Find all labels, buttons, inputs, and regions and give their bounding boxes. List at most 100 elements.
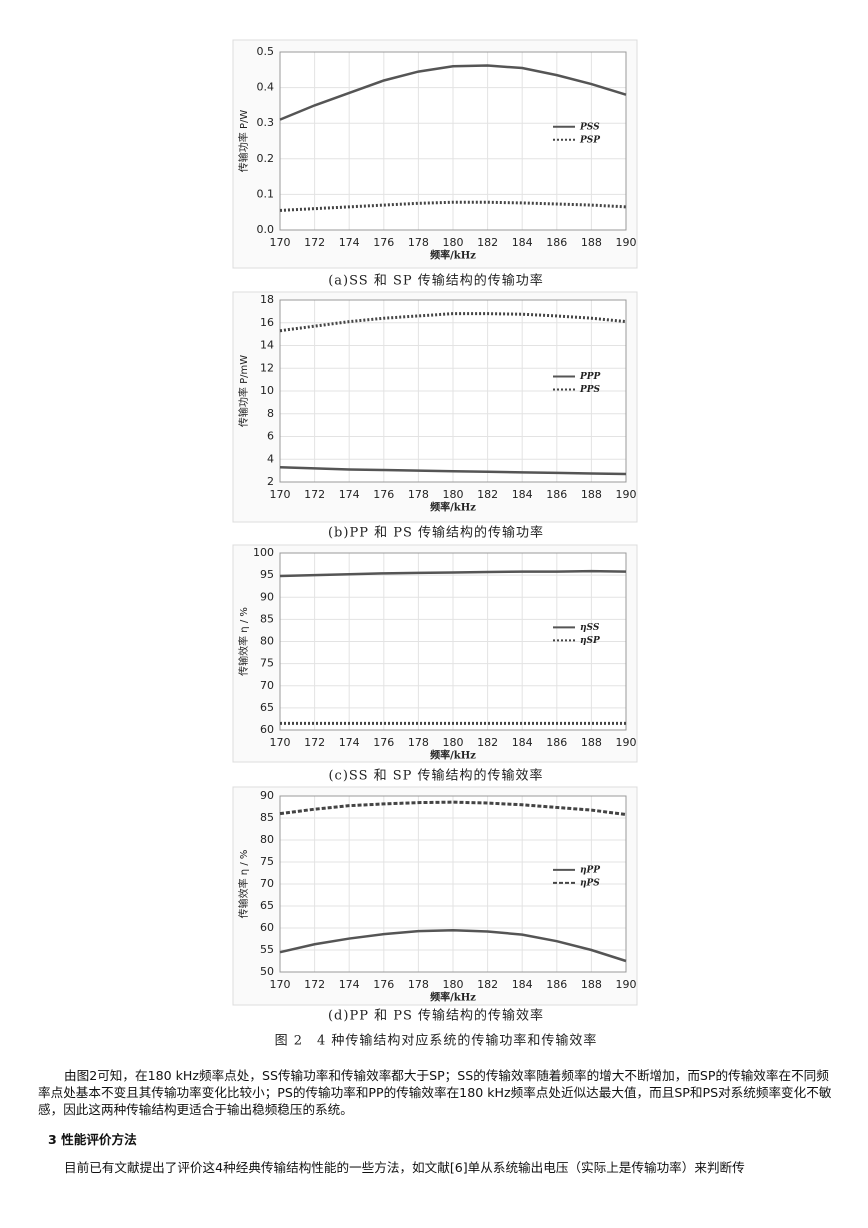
x-tick-label: 182: [477, 736, 498, 749]
caption: (b)PP 和 PS 传输结构的传输功率: [328, 525, 544, 541]
paragraph: 目前已有文献提出了评价这4种经典传输结构性能的一些方法，如文献[6]单从系统输出…: [64, 1160, 745, 1175]
x-tick-label: 182: [477, 236, 498, 249]
x-tick-label: 178: [408, 736, 429, 749]
paragraph: 由图2可知，在180 kHz频率点处，SS传输功率和传输效率都大于SP；SS的传…: [38, 1068, 832, 1117]
y-tick-label: 80: [260, 635, 274, 648]
plot-border: [279, 552, 627, 731]
y-tick-label: 6: [267, 430, 274, 443]
x-tick-label: 178: [408, 236, 429, 249]
x-tick-label: 184: [512, 236, 533, 249]
series-line: [279, 800, 627, 816]
y-tick-label: 4: [267, 452, 274, 465]
x-tick-label: 190: [616, 736, 637, 749]
series-line: [279, 465, 627, 476]
y-axis-label: 传输功率 P/W: [237, 110, 250, 173]
x-tick-label: 170: [270, 488, 291, 501]
x-tick-label: 180: [443, 236, 464, 249]
x-tick-label: 188: [581, 978, 602, 991]
series-line: [279, 312, 627, 333]
x-tick-label: 174: [339, 488, 360, 501]
x-tick-label: 176: [373, 488, 394, 501]
y-tick-label: 75: [260, 657, 274, 670]
caption: (d)PP 和 PS 传输结构的传输效率: [328, 1008, 544, 1024]
section-heading: 3 性能评价方法: [48, 1132, 137, 1147]
x-axis-label: 频率/kHz: [430, 249, 476, 262]
x-tick-label: 170: [270, 978, 291, 991]
x-tick-label: 180: [443, 488, 464, 501]
series-line: [279, 64, 627, 121]
x-tick-label: 180: [443, 978, 464, 991]
y-tick-label: 95: [260, 568, 274, 581]
x-tick-label: 176: [373, 236, 394, 249]
y-tick-label: 90: [260, 789, 274, 802]
x-tick-label: 186: [546, 488, 567, 501]
y-tick-label: 80: [260, 833, 274, 846]
y-tick-label: 10: [260, 384, 274, 397]
x-tick-label: 188: [581, 488, 602, 501]
x-tick-label: 184: [512, 978, 533, 991]
x-tick-label: 190: [616, 488, 637, 501]
y-tick-label: 65: [260, 701, 274, 714]
y-tick-label: 0.2: [257, 152, 275, 165]
x-tick-label: 190: [616, 978, 637, 991]
y-tick-label: 85: [260, 811, 274, 824]
y-tick-label: 8: [267, 407, 274, 420]
legend-label: PSS: [579, 122, 600, 132]
x-tick-label: 170: [270, 236, 291, 249]
y-tick-label: 0.3: [257, 116, 275, 129]
series-line: [279, 200, 627, 212]
y-axis-label: 传输效率 η / %: [237, 850, 250, 919]
y-tick-label: 70: [260, 679, 274, 692]
x-tick-label: 174: [339, 736, 360, 749]
x-tick-label: 186: [546, 978, 567, 991]
x-tick-label: 188: [581, 736, 602, 749]
x-axis-label: 频率/kHz: [430, 501, 476, 514]
x-tick-label: 170: [270, 736, 291, 749]
caption: (a)SS 和 SP 传输结构的传输功率: [328, 273, 544, 289]
x-tick-label: 176: [373, 736, 394, 749]
y-tick-label: 14: [260, 339, 274, 352]
y-tick-label: 0.0: [257, 223, 275, 236]
x-tick-label: 186: [546, 736, 567, 749]
series-line: [279, 928, 627, 963]
legend-label: PSP: [579, 135, 600, 145]
y-tick-label: 0.5: [257, 45, 275, 58]
x-tick-label: 178: [408, 488, 429, 501]
y-tick-label: 75: [260, 855, 274, 868]
y-tick-label: 70: [260, 877, 274, 890]
x-tick-label: 186: [546, 236, 567, 249]
y-tick-label: 60: [260, 921, 274, 934]
x-tick-label: 172: [304, 736, 325, 749]
legend-label: ηSP: [580, 636, 600, 646]
figure: 图 2 4 种传输结构对应系统的传输功率和传输效率 0.0 0.1 0.2 0.3 0.…: [232, 39, 638, 1049]
x-axis-label: 频率/kHz: [430, 991, 476, 1004]
x-tick-label: 176: [373, 978, 394, 991]
y-tick-label: 12: [260, 361, 274, 374]
x-tick-label: 190: [616, 236, 637, 249]
series-line: [279, 569, 627, 578]
plot-border: [279, 299, 627, 483]
x-tick-label: 184: [512, 488, 533, 501]
x-tick-label: 174: [339, 236, 360, 249]
x-tick-label: 180: [443, 736, 464, 749]
x-tick-label: 174: [339, 978, 360, 991]
legend-label: ηPP: [580, 865, 600, 875]
y-tick-label: 60: [260, 723, 274, 736]
y-tick-label: 50: [260, 965, 274, 978]
x-tick-label: 182: [477, 488, 498, 501]
plot-border: [279, 51, 627, 231]
legend-label: ηPS: [580, 878, 600, 888]
x-tick-label: 172: [304, 978, 325, 991]
figure-caption: 图 2 4 种传输结构对应系统的传输功率和传输效率: [275, 1033, 598, 1049]
legend-label: ηSS: [580, 623, 600, 633]
y-tick-label: 0.1: [257, 187, 275, 200]
caption: (c)SS 和 SP 传输结构的传输效率: [328, 768, 543, 784]
y-axis-label: 传输功率 P/mW: [237, 355, 250, 427]
y-tick-label: 90: [260, 590, 274, 603]
y-tick-label: 100: [253, 546, 274, 559]
x-tick-label: 182: [477, 978, 498, 991]
y-tick-label: 0.4: [257, 81, 275, 94]
x-axis-label: 频率/kHz: [430, 749, 476, 762]
y-tick-label: 85: [260, 612, 274, 625]
